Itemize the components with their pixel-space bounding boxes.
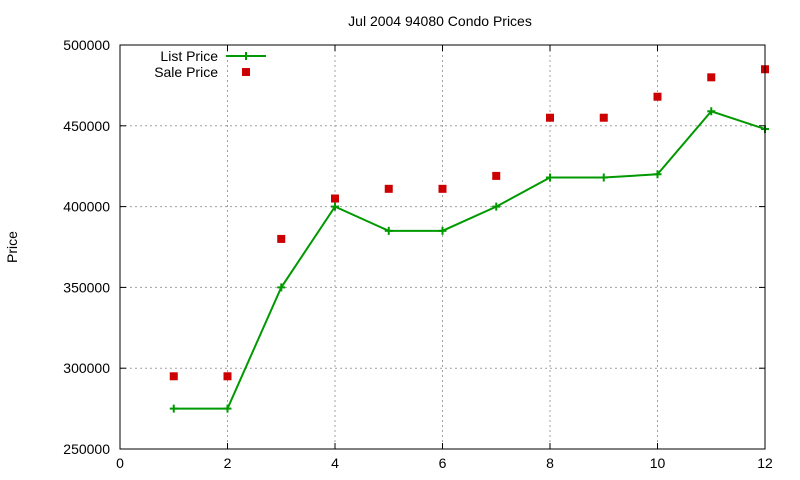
list-price-point <box>384 226 393 235</box>
list-price-point <box>546 173 554 182</box>
list-price-point <box>331 202 339 211</box>
legend-label: List Price <box>160 48 218 64</box>
y-tick-label: 300000 <box>63 360 110 376</box>
y-tick-label: 400000 <box>63 199 110 215</box>
list-price-point <box>653 170 662 179</box>
list-price-line <box>173 110 766 410</box>
chart-title: Jul 2004 94080 Condo Prices <box>348 13 532 29</box>
sale-price-point <box>331 194 339 203</box>
y-tick-label: 500000 <box>63 37 110 53</box>
series-layer <box>169 65 769 413</box>
sale-price-point <box>277 234 286 243</box>
list-price-point <box>707 107 716 116</box>
sale-price-point <box>438 184 447 193</box>
y-tick-label: 350000 <box>63 279 110 295</box>
tick-labels: 0 2 4 6 8 10 12 250000 300000 350000 400000 450000 5… <box>63 37 773 471</box>
sale-price-point <box>384 184 393 193</box>
sale-price-point <box>546 113 554 122</box>
sale-price-point <box>169 372 178 381</box>
x-tick-label: 8 <box>546 455 554 471</box>
sale-price-point <box>223 372 232 381</box>
y-tick-label: 450000 <box>63 118 110 134</box>
x-tick-label: 4 <box>331 455 339 471</box>
y-tick-label: 250000 <box>63 441 110 457</box>
x-tick-label: 6 <box>439 455 447 471</box>
list-price-point <box>169 404 178 413</box>
x-tick-label: 12 <box>757 455 773 471</box>
list-price-point <box>277 283 286 292</box>
x-tick-label: 0 <box>116 455 124 471</box>
grid-lines <box>120 45 765 449</box>
x-tick-label: 2 <box>224 455 232 471</box>
list-price-point <box>223 404 232 413</box>
list-price-point <box>492 202 501 211</box>
plot-frame <box>119 44 766 450</box>
legend-label: Sale Price <box>154 64 218 80</box>
list-price-point <box>438 226 447 235</box>
y-axis-label: Price <box>4 231 20 263</box>
sale-price-point <box>653 92 662 101</box>
x-tick-label: 10 <box>650 455 666 471</box>
sale-price-point <box>492 171 501 180</box>
legend-marker <box>242 68 250 76</box>
sale-price-point <box>599 113 608 122</box>
sale-price-point <box>707 73 716 82</box>
list-price-point <box>599 173 608 182</box>
legend-marker <box>242 52 250 60</box>
